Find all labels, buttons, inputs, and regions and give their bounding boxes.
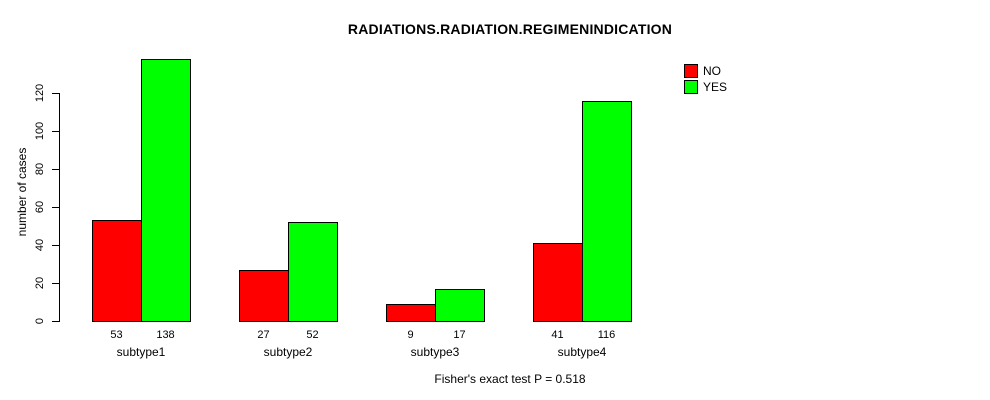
bar-yes-subtype2 — [288, 222, 338, 322]
bar-no-subtype2 — [239, 270, 289, 322]
x-category-label: subtype1 — [116, 345, 166, 359]
bar-value-label: 9 — [407, 329, 414, 341]
bar-value-label: 52 — [306, 329, 319, 341]
y-tick-mark — [52, 321, 59, 322]
legend-label: NO — [703, 64, 721, 78]
legend-label: YES — [703, 80, 728, 94]
bar-yes-subtype4 — [582, 101, 632, 322]
legend-swatch-yes — [684, 80, 698, 94]
y-axis-line — [59, 93, 60, 322]
bar-value-label: 17 — [453, 329, 466, 341]
bar-yes-subtype1 — [141, 59, 191, 322]
y-tick-mark — [52, 131, 59, 132]
y-tick-mark — [52, 93, 59, 94]
bar-yes-subtype3 — [435, 289, 485, 322]
y-tick-mark — [52, 169, 59, 170]
legend: NO YES — [684, 63, 727, 95]
bar-value-label: 138 — [156, 329, 175, 341]
y-tick-label: 40 — [34, 238, 46, 252]
bar-value-label: 41 — [551, 329, 564, 341]
y-tick-label: 120 — [34, 83, 46, 103]
y-axis-label: number of cases — [15, 147, 29, 237]
x-category-label: subtype4 — [557, 345, 607, 359]
chart-title: RADIATIONS.RADIATION.REGIMENINDICATION — [347, 21, 673, 37]
y-tick-label: 80 — [34, 162, 46, 176]
legend-item-no: NO — [684, 63, 727, 79]
legend-item-yes: YES — [684, 79, 727, 95]
legend-swatch-no — [684, 64, 698, 78]
y-tick-label: 100 — [34, 121, 46, 141]
y-tick-label: 60 — [34, 200, 46, 214]
x-category-label: subtype2 — [263, 345, 313, 359]
bar-value-label: 53 — [110, 329, 123, 341]
bar-value-label: 27 — [257, 329, 270, 341]
y-tick-label: 20 — [34, 276, 46, 290]
bar-no-subtype1 — [92, 220, 142, 322]
y-tick-label: 0 — [34, 317, 46, 325]
bar-no-subtype3 — [386, 304, 436, 322]
y-tick-mark — [52, 245, 59, 246]
bar-no-subtype4 — [533, 243, 583, 322]
bar-value-label: 116 — [597, 329, 616, 341]
y-tick-mark — [52, 207, 59, 208]
y-tick-mark — [52, 283, 59, 284]
annotation-text: Fisher's exact test P = 0.518 — [434, 372, 586, 386]
x-category-label: subtype3 — [410, 345, 460, 359]
